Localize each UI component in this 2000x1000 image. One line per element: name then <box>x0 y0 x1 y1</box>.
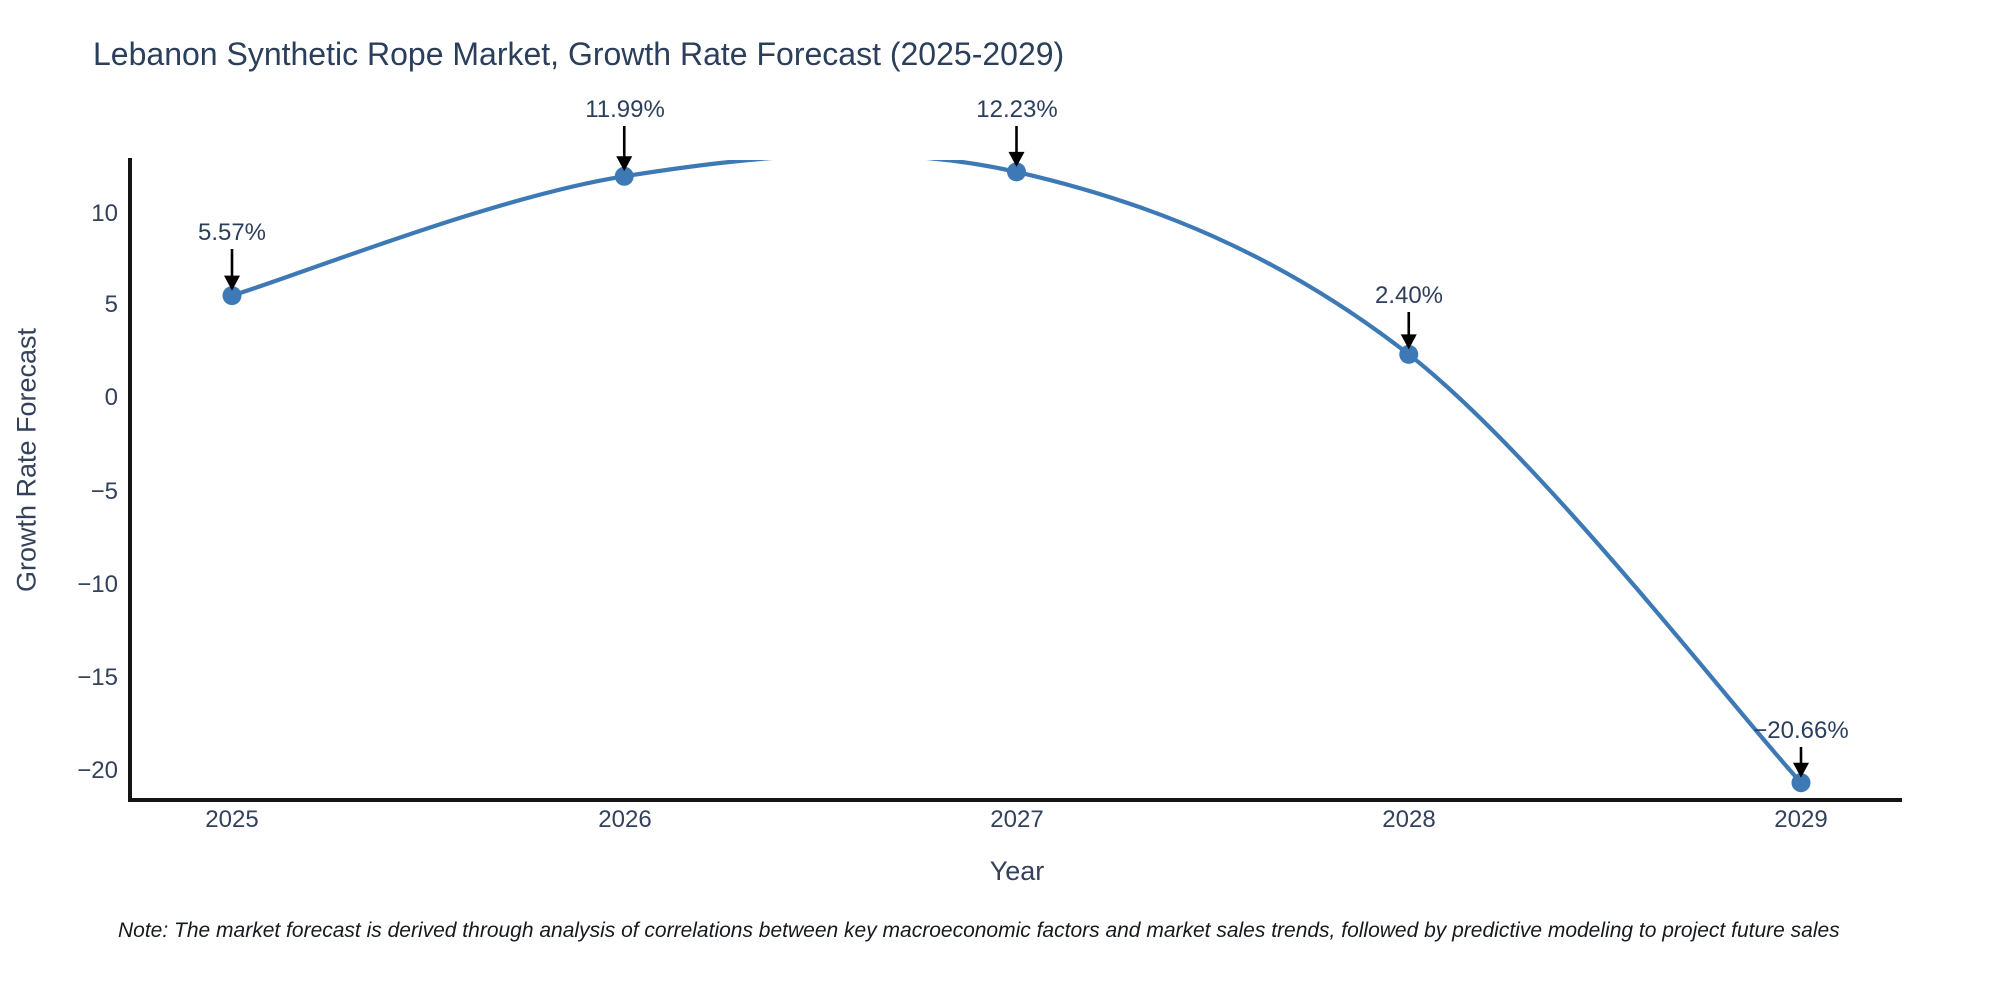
forecast-line <box>229 160 1804 785</box>
chart-title: Lebanon Synthetic Rope Market, Growth Ra… <box>93 36 1065 72</box>
x-tick-label: 2029 <box>1774 806 1828 833</box>
data-point-label: 5.57% <box>197 219 267 246</box>
footnote: Note: The market forecast is derived thr… <box>118 919 1840 942</box>
y-tick-label: −10 <box>77 571 118 598</box>
y-tick-label: 5 <box>104 291 118 318</box>
annotation-arrowhead-icon <box>224 275 240 291</box>
data-point-marker <box>1791 773 1811 793</box>
y-tick-label: −15 <box>77 664 118 691</box>
data-point-marker <box>222 286 242 306</box>
x-tick-label: 2028 <box>1382 806 1436 833</box>
x-tick-label: 2027 <box>990 806 1044 833</box>
annotation-arrowhead-icon <box>1008 151 1025 167</box>
y-tick-label: 10 <box>91 200 118 227</box>
axis-spines <box>128 158 1902 802</box>
y-axis-title: Growth Rate Forecast <box>11 327 42 593</box>
x-tick-label: 2026 <box>598 806 652 833</box>
data-point-label: 2.40% <box>1374 282 1444 309</box>
data-point-marker <box>1007 162 1026 182</box>
data-point-label: −20.66% <box>1753 717 1849 744</box>
x-axis-title: Year <box>989 856 1045 886</box>
y-tick-label: −5 <box>90 478 118 505</box>
y-tick-label: 0 <box>104 384 118 411</box>
data-point-marker <box>614 166 634 186</box>
data-point-label: 11.99% <box>585 96 665 123</box>
data-point-markers <box>222 162 1811 793</box>
y-tick-label: −20 <box>77 757 118 784</box>
x-tick-label: 2025 <box>205 806 259 833</box>
annotation-arrows <box>224 126 1809 778</box>
annotation-arrowhead-icon <box>1400 334 1417 350</box>
annotation-arrowhead-icon <box>616 156 633 172</box>
annotation-arrowhead-icon <box>1793 762 1809 778</box>
data-point-label: 12.23% <box>976 96 1058 123</box>
data-point-marker <box>1399 344 1419 364</box>
